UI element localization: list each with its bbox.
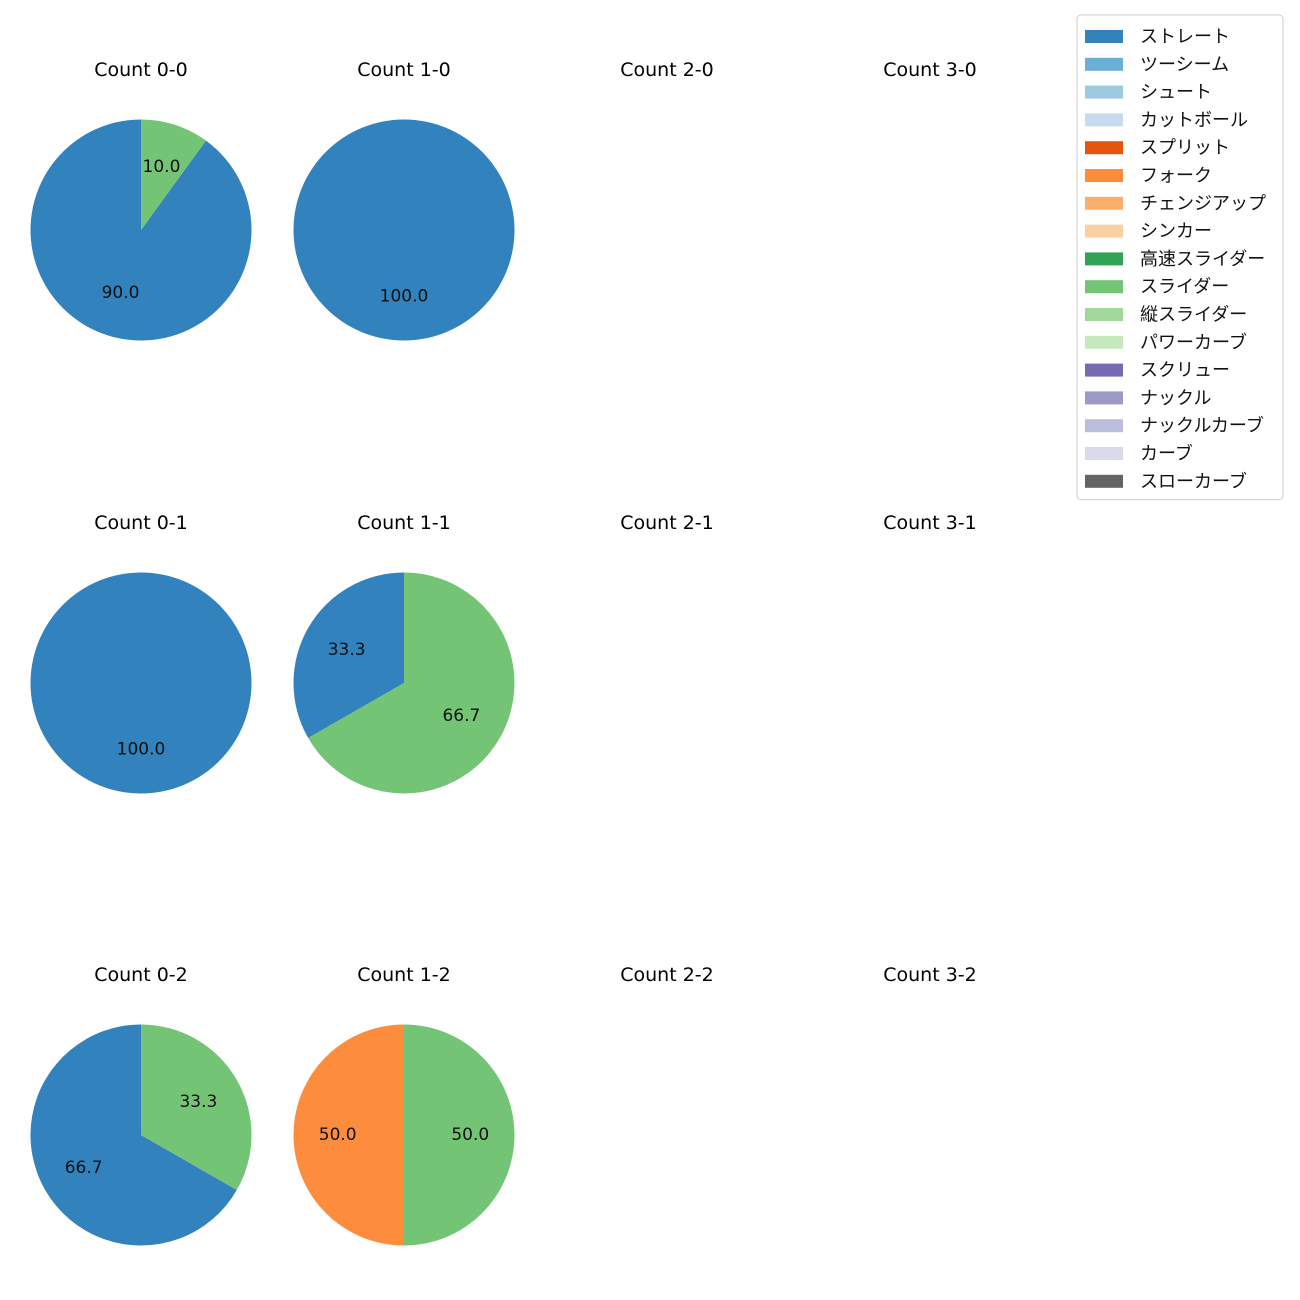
panel-title: Count 0-0 [94,59,188,81]
legend-item: フォーク [1085,166,1212,187]
pie-panel: Count 3-0 [883,59,977,81]
pie-panel: Count 2-1 [620,512,714,534]
legend-label: ツーシーム [1140,54,1229,75]
panel-title: Count 1-1 [357,512,451,534]
pie-slice [404,1024,515,1246]
pie-panel: Count 0-0 90.0 10.0 [30,59,252,341]
legend-item: ツーシーム [1085,54,1229,75]
legend-swatch [1085,113,1123,127]
legend-item: ナックル [1085,388,1211,409]
legend-item: カットボール [1085,110,1248,131]
legend-label: カットボール [1140,110,1248,131]
pie-slice [30,1024,237,1246]
pie-panel: Count 1-1 33.3 66.7 [293,512,515,794]
legend-swatch [1085,363,1123,377]
panel-title: Count 2-2 [620,964,714,986]
panel-title: Count 0-1 [94,512,188,534]
legend-item: 縦スライダー [1085,305,1247,326]
legend-label: ナックルカーブ [1140,415,1264,437]
legend-swatch [1085,419,1123,433]
legend-swatch [1085,224,1123,238]
legend-label: チェンジアップ [1140,193,1266,214]
legend-item: パワーカーブ [1085,331,1247,353]
legend-item: シュート [1085,82,1212,103]
pie-panels: Count 0-0 90.0 10.0 Count 1-0 100.0 Count 2-0… [30,59,977,1246]
legend-item: シンカー [1085,221,1212,242]
legend-label: スライダー [1140,277,1229,298]
legend-label: スクリュー [1140,360,1230,381]
slice-label: 10.0 [143,157,181,177]
legend-label: 縦スライダー [1140,305,1247,326]
legend-swatch [1085,335,1123,349]
pie-slice [308,572,515,794]
pie-panel: Count 0-2 66.7 33.3 [30,964,252,1246]
slice-label: 66.7 [442,706,480,726]
pie-slice [141,1024,252,1191]
slice-label: 100.0 [117,739,166,759]
slice-label: 33.3 [179,1092,217,1112]
legend-frame [1076,14,1284,501]
legend-item: スプリット [1085,138,1230,159]
pie-slice [30,119,252,341]
pie-panel: Count 3-2 [883,964,977,986]
pie-panel: Count 1-2 50.0 50.0 [293,964,515,1246]
legend-item: チェンジアップ [1085,193,1266,214]
legend-swatch [1085,57,1123,71]
panel-title: Count 2-0 [620,59,714,81]
legend-label: 高速スライダー [1140,249,1265,270]
legend-swatch [1085,30,1123,43]
legend-swatch [1085,252,1123,266]
pie-panel: Count 3-1 [883,512,977,534]
panel-title: Count 2-1 [620,512,714,534]
legend-item: スクリュー [1085,360,1230,381]
legend-swatch [1085,141,1123,155]
panel-title: Count 3-1 [883,512,977,534]
slice-label: 90.0 [102,283,140,303]
panel-title: Count 0-2 [94,964,188,986]
pie-slice [141,119,206,230]
slice-label: 33.3 [328,640,366,660]
legend-label: フォーク [1140,166,1212,187]
slice-label: 50.0 [451,1125,489,1145]
legend-swatch [1085,196,1123,210]
pie-panel: Count 0-1 100.0 [30,512,252,794]
legend-label: カーブ [1140,443,1193,465]
panel-title: Count 1-0 [357,59,451,81]
slice-label: 66.7 [65,1158,103,1178]
pie-slice [30,572,252,794]
pie-slice [293,572,404,739]
legend-label: ナックル [1140,388,1211,409]
slice-label: 100.0 [380,286,429,306]
legend-swatch [1085,85,1123,99]
pie-slice [293,1024,404,1246]
legend-item: カーブ [1085,443,1193,465]
panel-title: Count 3-2 [883,964,977,986]
pie-panel: Count 1-0 100.0 [293,59,515,341]
legend-swatch [1085,474,1123,488]
legend-swatch [1085,447,1123,460]
legend-swatch [1085,169,1123,182]
pie-panel: Count 2-0 [620,59,714,81]
pie-panel: Count 2-2 [620,964,714,986]
legend-item: スライダー [1085,277,1229,298]
legend-label: パワーカーブ [1140,331,1247,353]
legend-swatch [1085,308,1123,321]
panel-title: Count 3-0 [883,59,977,81]
legend-item: ナックルカーブ [1085,415,1264,437]
legend-item: ストレート [1085,27,1230,48]
legend-swatch [1085,391,1123,405]
slice-label: 50.0 [319,1125,357,1145]
panel-title: Count 1-2 [357,964,451,986]
legend-label: シンカー [1140,221,1212,242]
legend-label: ストレート [1140,27,1230,48]
legend-label: シュート [1140,82,1212,103]
pie-slice [293,119,515,341]
legend-label: スローカーブ [1140,470,1247,492]
legend-item: スローカーブ [1085,470,1247,492]
legend-swatch [1085,280,1123,294]
legend-item: 高速スライダー [1085,249,1265,270]
legend-label: スプリット [1140,138,1230,159]
legend: ストレートツーシームシュートカットボールスプリットフォークチェンジアップシンカー… [1076,14,1284,501]
